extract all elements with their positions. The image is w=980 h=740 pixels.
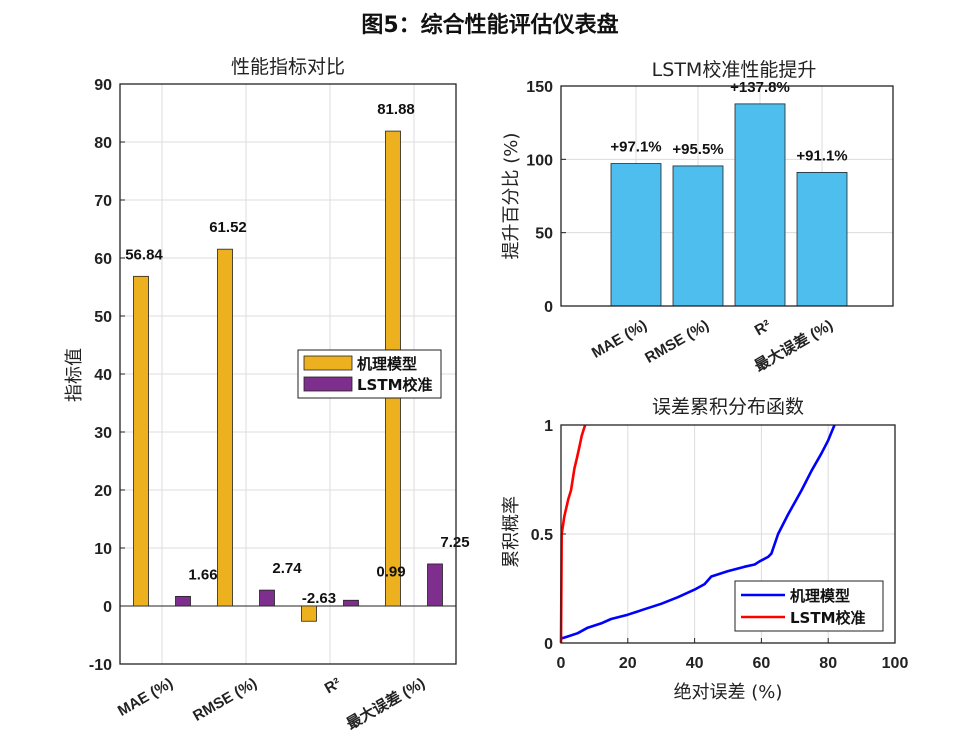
data-label: +91.1% <box>796 147 847 164</box>
figure-title: 图5：综合性能评估仪表盘 <box>361 12 618 38</box>
legend-label: LSTM校准 <box>357 376 433 394</box>
data-label: 2.74 <box>272 560 302 577</box>
ytick-label: 100 <box>526 152 553 169</box>
bar-lstm <box>427 563 443 607</box>
improvement-chart: LSTM校准性能提升 提升百分比 (%) +97.1% +95.5% +137.8%… <box>501 59 894 375</box>
ytick-label: 0 <box>103 599 112 616</box>
bar-lstm <box>175 595 191 607</box>
ytick-label: -10 <box>89 657 112 674</box>
bar-mechanism <box>133 275 149 607</box>
improvement-bar <box>610 163 662 307</box>
ytick-label: 10 <box>94 541 112 558</box>
chart3-title: 误差累积分布函数 <box>652 396 804 418</box>
ytick-label: 0 <box>544 299 553 316</box>
xtick-label: 20 <box>619 655 637 672</box>
ytick-label: 0 <box>544 636 553 653</box>
legend-label: 机理模型 <box>357 355 417 373</box>
chart2-frame <box>560 85 894 307</box>
chart1-legend: 机理模型 LSTM校准 <box>297 349 442 399</box>
data-label: 7.25 <box>440 534 469 551</box>
data-label: 81.88 <box>377 101 415 118</box>
bar-lstm <box>343 599 359 607</box>
ytick-label: 150 <box>526 79 553 96</box>
xtick-label: 80 <box>819 655 837 672</box>
xtick-label: RMSE (%) <box>190 675 260 725</box>
ytick-label: 70 <box>94 193 112 210</box>
ytick-label: 20 <box>94 483 112 500</box>
ytick-label: 80 <box>94 135 112 152</box>
legend-swatch <box>303 355 353 371</box>
chart1-ylabel: 指标值 <box>64 348 85 402</box>
ytick-label: 30 <box>94 425 112 442</box>
xtick-label: 60 <box>753 655 771 672</box>
data-label: 0.99 <box>376 563 405 580</box>
xtick-label: 40 <box>686 655 704 672</box>
ytick-label: 50 <box>535 226 553 243</box>
performance-comparison-chart: 性能指标对比 指标值 56.84 61.52 -2.63 81.88 1.66 2.74 0… <box>64 56 470 733</box>
data-label: 56.84 <box>125 246 163 263</box>
chart3-legend: 机理模型 LSTM校准 <box>734 580 884 632</box>
data-label: 61.52 <box>209 219 247 236</box>
cdf-line-lstm <box>559 424 587 644</box>
improvement-bar <box>734 103 786 307</box>
chart3-xlabel: 绝对误差 (%) <box>674 682 783 703</box>
chart2-title: LSTM校准性能提升 <box>652 59 817 81</box>
ytick-label: 60 <box>94 251 112 268</box>
bar-mechanism <box>217 248 233 607</box>
error-cdf-chart: 误差累积分布函数 累积概率 绝对误差 (%) 0 0.5 1 0 20 40 60 80 100… <box>501 396 908 703</box>
xtick-label: 100 <box>882 655 909 672</box>
chart1-title: 性能指标对比 <box>231 56 345 78</box>
ytick-label: 1 <box>544 418 553 435</box>
bar-mechanism <box>301 605 317 622</box>
improvement-bar <box>672 165 724 307</box>
xtick-label: R² <box>752 317 774 340</box>
improvement-bar <box>796 171 848 307</box>
legend-box <box>734 580 884 632</box>
xtick-label: 最大误差 (%) <box>343 674 428 733</box>
ytick-label: 50 <box>94 309 112 326</box>
xtick-label: MAE (%) <box>115 675 176 720</box>
data-label: 1.66 <box>188 566 217 583</box>
legend-swatch <box>303 376 353 392</box>
bar-lstm <box>259 589 275 607</box>
chart3-ylabel: 累积概率 <box>501 496 522 568</box>
xtick-label: RMSE (%) <box>642 317 712 367</box>
xtick-label: 0 <box>557 655 566 672</box>
ytick-label: 0.5 <box>531 527 553 544</box>
ytick-label: 40 <box>94 367 112 384</box>
data-label: +97.1% <box>610 139 661 156</box>
data-label: -2.63 <box>302 590 336 607</box>
legend-label: 机理模型 <box>790 587 850 605</box>
legend-label: LSTM校准 <box>790 609 866 627</box>
xtick-label: MAE (%) <box>589 317 650 362</box>
xtick-label: R² <box>322 675 344 698</box>
ytick-label: 90 <box>94 77 112 94</box>
data-label: +137.8% <box>730 79 790 96</box>
cdf-line-mechanism <box>560 424 836 640</box>
data-label: +95.5% <box>672 141 723 158</box>
chart2-ylabel: 提升百分比 (%) <box>501 133 522 260</box>
